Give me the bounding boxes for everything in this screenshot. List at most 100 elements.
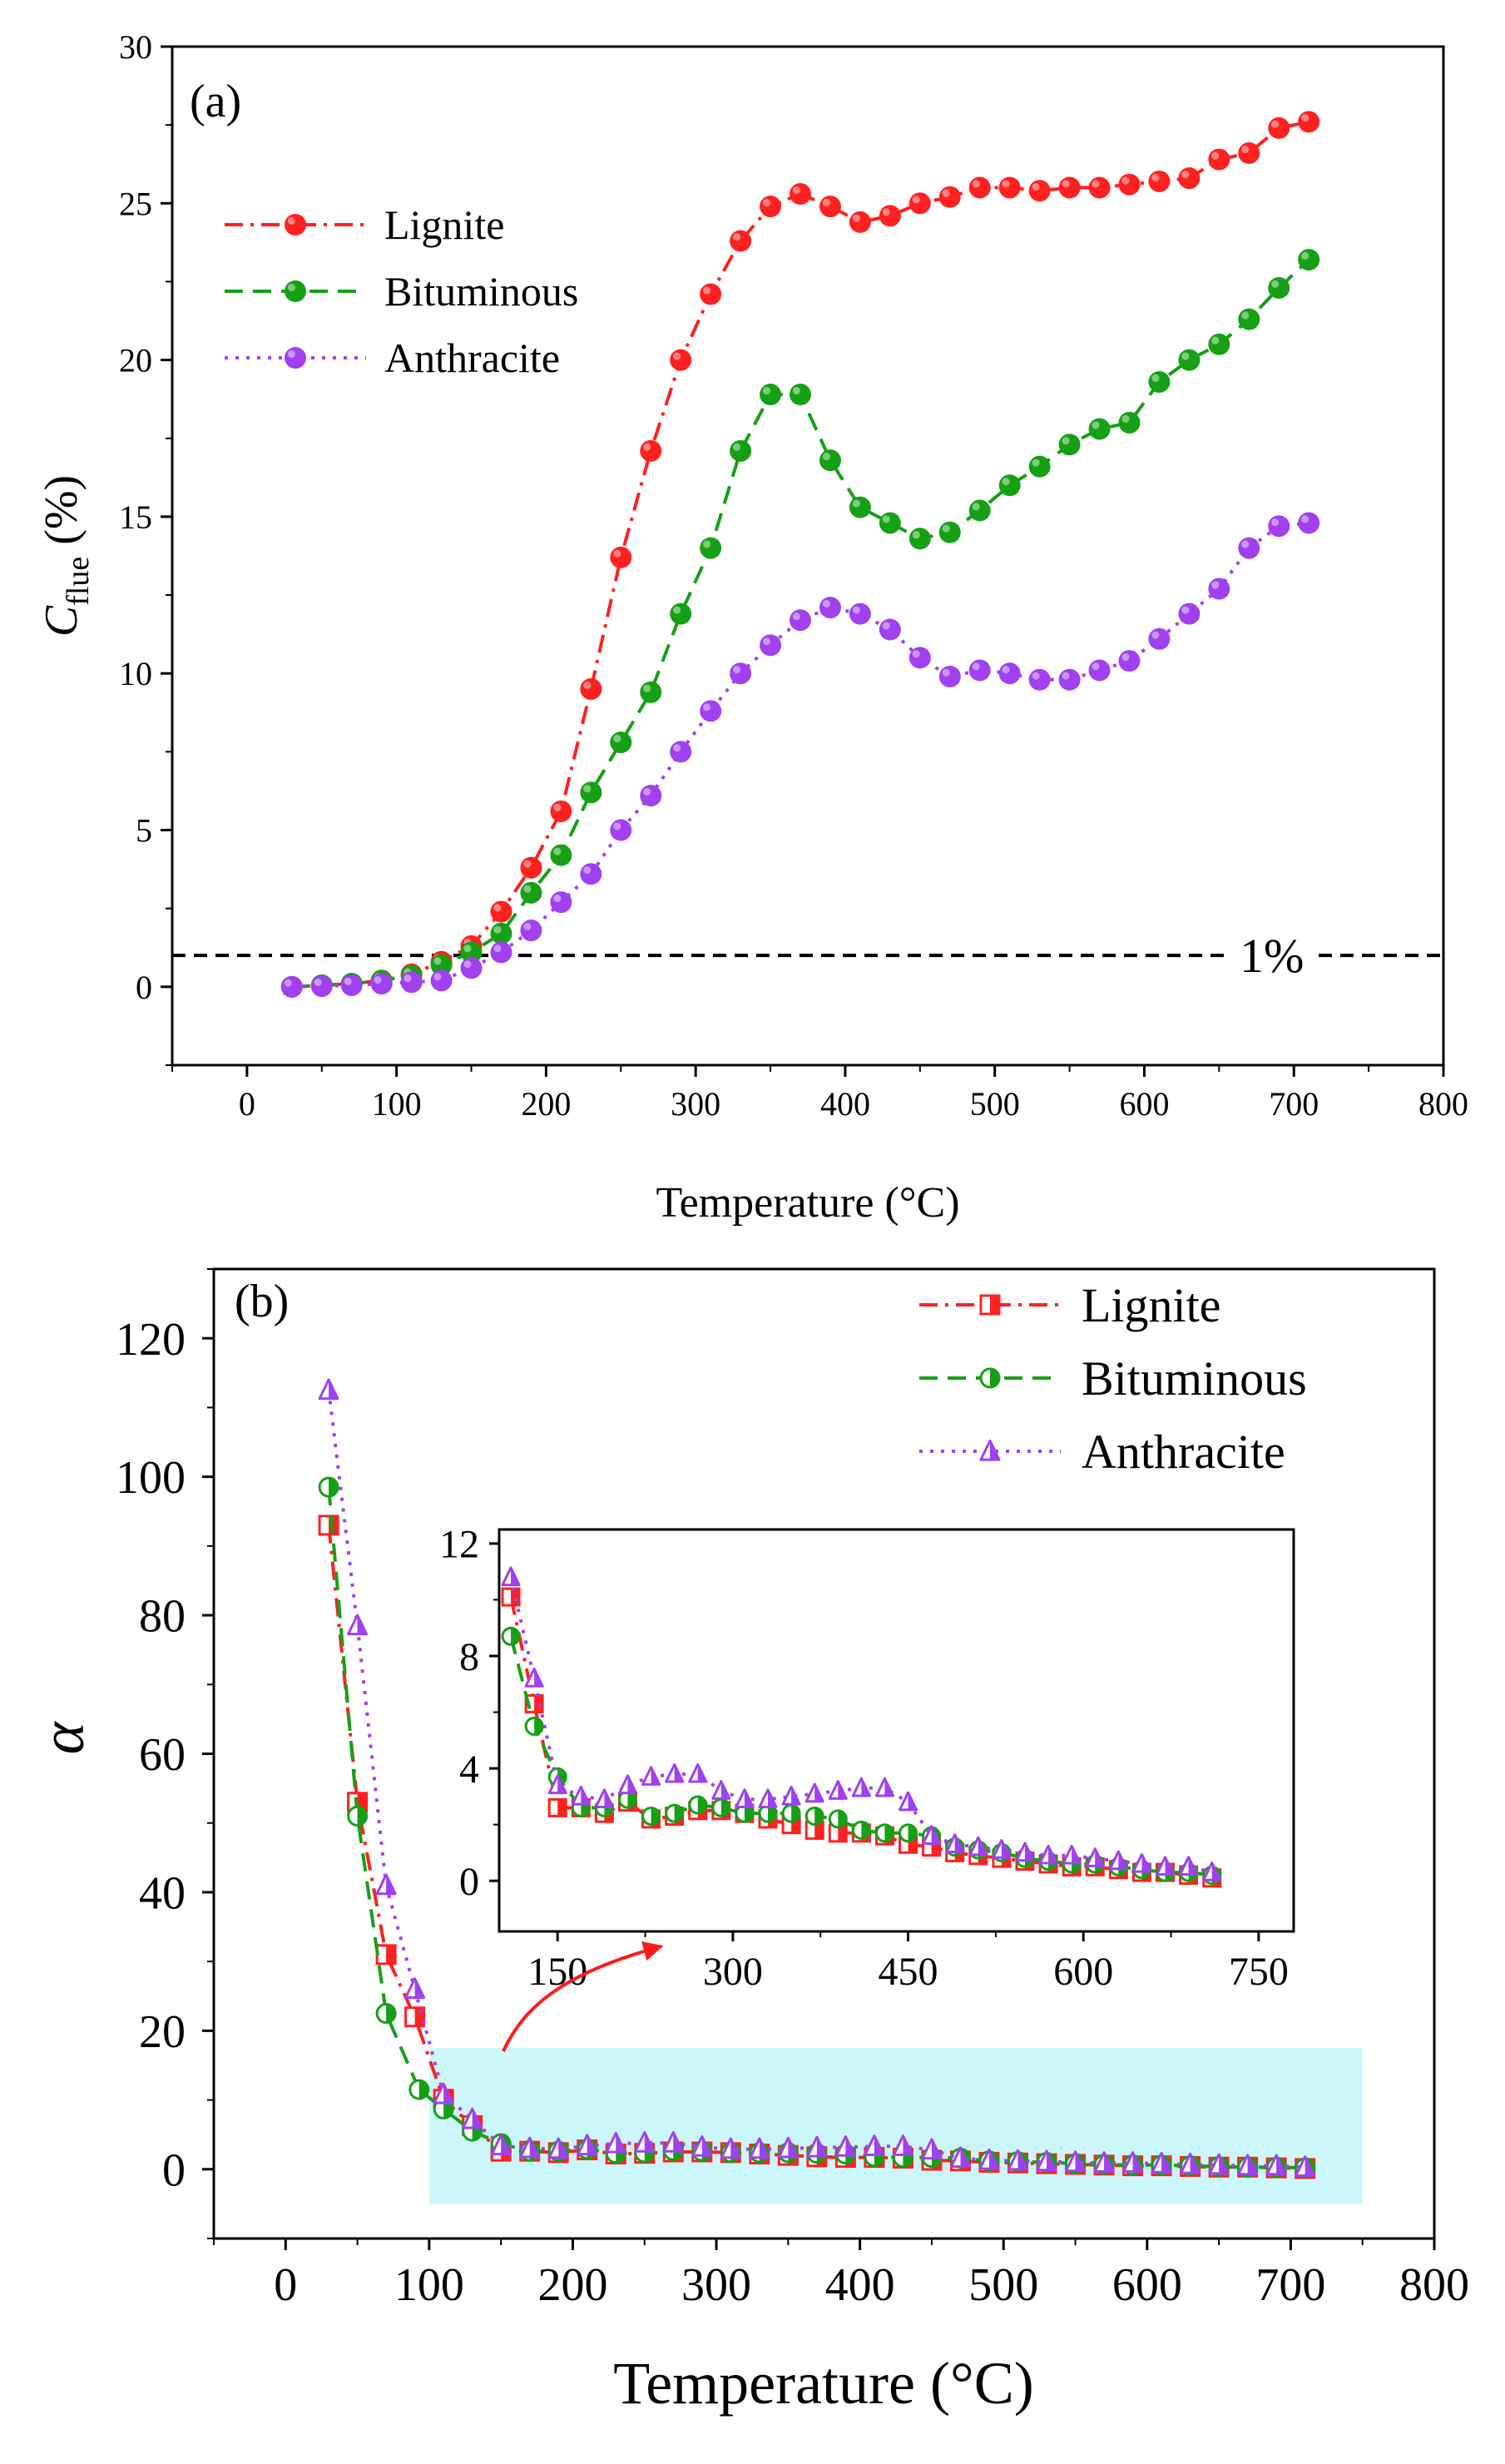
data-point-lignite <box>1208 148 1230 171</box>
data-point-anthracite <box>520 920 542 942</box>
panel-a-series <box>280 111 1320 998</box>
data-point-anthracite-highlight <box>852 606 860 614</box>
inset-point-lignite-fill <box>838 1824 847 1842</box>
data-point-anthracite-highlight <box>553 895 562 903</box>
highlight-region <box>428 2048 1363 2204</box>
data-point-lignite <box>938 186 961 208</box>
legend-label-anthracite: Anthracite <box>384 335 560 381</box>
data-point-anthracite-highlight <box>942 668 950 677</box>
reference-line <box>172 930 1443 981</box>
legend-label-bituminous: Bituminous <box>384 268 578 315</box>
data-point-anthracite <box>550 891 572 914</box>
data-point-lignite <box>879 205 901 227</box>
data-point-bituminous-highlight <box>1211 336 1220 345</box>
data-point-anthracite <box>1028 668 1051 691</box>
data-point-anthracite-highlight <box>284 979 292 987</box>
data-point-lignite-fill <box>386 1945 396 1964</box>
x-tick-label: 750 <box>1229 1950 1289 1994</box>
data-point-bituminous-highlight <box>1271 280 1280 288</box>
x-tick-label: 200 <box>537 2259 607 2311</box>
data-point-bituminous <box>760 384 782 406</box>
data-point-bituminous-fill <box>357 1807 367 1826</box>
inset-point-anthracite-fill <box>861 1778 870 1796</box>
x-tick-label: 700 <box>1269 1085 1319 1123</box>
inset-point-anthracite-fill <box>627 1775 636 1793</box>
data-point-lignite <box>849 211 871 233</box>
inset-point-bituminous-fill <box>627 1791 636 1808</box>
data-point-anthracite <box>1148 627 1171 650</box>
y-tick-label: 120 <box>116 1314 186 1366</box>
inset-point-anthracite-fill <box>1141 1854 1151 1872</box>
data-point-anthracite-highlight <box>762 637 771 646</box>
data-point-bituminous-highlight <box>1121 414 1130 423</box>
inset-point-bituminous-fill <box>720 1799 730 1817</box>
y-axis-subscript: flue <box>61 557 96 606</box>
data-point-bituminous <box>1058 434 1081 456</box>
data-point-anthracite <box>1118 650 1141 672</box>
data-point-lignite <box>1088 176 1111 199</box>
data-point-lignite-highlight <box>912 196 920 204</box>
inset-point-anthracite-fill <box>791 1787 800 1805</box>
inset-point-lignite-fill <box>931 1838 940 1856</box>
data-point-bituminous-highlight <box>852 499 860 508</box>
data-point-anthracite-highlight <box>792 612 801 621</box>
inset-point-lignite-fill <box>908 1836 917 1853</box>
data-point-anthracite-fill <box>1190 2154 1200 2174</box>
data-point-anthracite-fill <box>1219 2154 1229 2174</box>
inset-point-lignite-fill <box>557 1799 567 1817</box>
data-point-bituminous-fill <box>329 1478 339 1497</box>
inset-point-anthracite-fill <box>1165 1857 1174 1875</box>
data-point-lignite-highlight <box>1062 180 1070 188</box>
inset-point-anthracite-fill <box>1095 1848 1104 1867</box>
y-tick-label: 10 <box>119 655 152 692</box>
data-point-lignite-highlight <box>613 549 621 558</box>
inset-point-anthracite-fill <box>1072 1846 1081 1864</box>
inset-point-bituminous-fill <box>768 1805 777 1822</box>
data-point-bituminous-highlight <box>1241 311 1250 320</box>
data-point-bituminous-highlight <box>703 540 711 548</box>
data-point-anthracite-fill <box>1132 2152 1142 2172</box>
data-point-bituminous-highlight <box>1181 352 1190 360</box>
inset-point-anthracite-fill <box>511 1567 520 1585</box>
data-point-anthracite-fill <box>616 2133 626 2153</box>
data-point-lignite-highlight <box>1241 145 1250 154</box>
reference-label-background <box>1227 930 1319 981</box>
inset-point-anthracite-fill <box>651 1767 660 1785</box>
data-point-anthracite-highlight <box>344 977 352 985</box>
data-point-anthracite-highlight <box>493 944 502 953</box>
data-point-lignite <box>1238 142 1260 165</box>
data-point-bituminous-highlight <box>762 386 771 395</box>
panel-b-series <box>318 1378 1316 2179</box>
x-tick-label: 0 <box>239 1085 255 1123</box>
data-point-lignite <box>520 856 542 879</box>
data-point-bituminous-highlight <box>942 524 950 533</box>
data-point-anthracite-fill <box>845 2136 855 2156</box>
data-point-bituminous-highlight <box>583 785 592 793</box>
inset-point-anthracite-fill <box>954 1834 963 1852</box>
panel-a-ticks: 0 100 200 300 400 500 600 700 800 0 5 10 15 20 25 30 <box>119 28 1468 1123</box>
data-point-lignite-highlight <box>882 208 890 216</box>
zoom-arrow <box>502 1941 664 2052</box>
inset-point-bituminous-fill <box>838 1810 847 1827</box>
data-point-bituminous-highlight <box>1002 478 1010 486</box>
data-point-bituminous-highlight <box>882 515 890 523</box>
data-point-anthracite-fill <box>357 1614 367 1634</box>
data-point-lignite <box>610 546 632 568</box>
x-tick-label: 300 <box>681 2259 751 2311</box>
data-point-lignite <box>1298 111 1320 133</box>
inset-point-lignite-fill <box>511 1589 520 1606</box>
data-point-anthracite <box>1178 602 1201 625</box>
data-point-lignite <box>819 196 841 218</box>
data-point-lignite <box>1178 167 1201 190</box>
panel-b-y-axis-title: α <box>29 1720 97 1754</box>
x-tick-label: 400 <box>825 2259 895 2311</box>
data-point-anthracite-highlight <box>733 666 741 674</box>
data-point-anthracite <box>400 971 423 994</box>
reference-line-label: 1% <box>1240 929 1304 983</box>
data-point-anthracite-highlight <box>1121 653 1130 662</box>
data-point-anthracite <box>580 863 602 885</box>
data-point-anthracite-highlight <box>1032 672 1040 680</box>
x-tick-label: 700 <box>1255 2259 1325 2311</box>
x-tick-label: 800 <box>1399 2259 1469 2311</box>
